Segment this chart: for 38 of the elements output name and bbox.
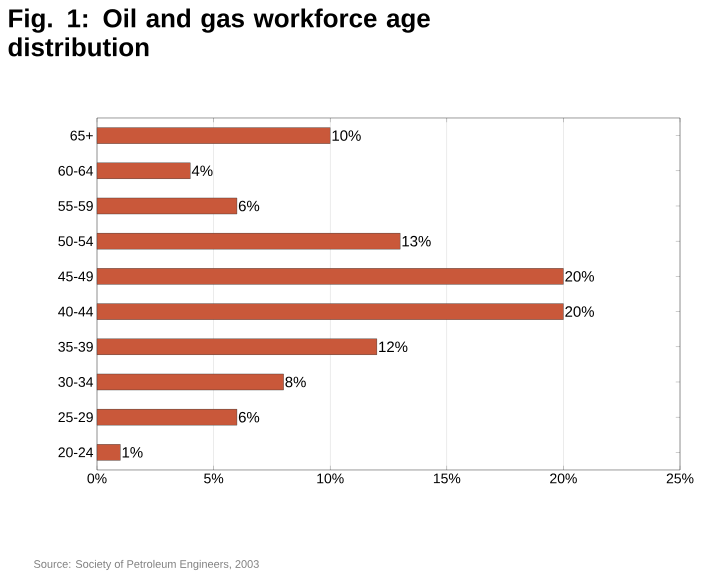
bar <box>96 338 378 355</box>
chart-title: Fig. 1: Oil and gas workforce age distribution <box>8 8 430 56</box>
x-tick-label: 20% <box>550 473 577 484</box>
x-tick-label: 25% <box>666 473 694 484</box>
y-tick-label: 25-29 <box>58 412 93 422</box>
y-tick-label: 35-39 <box>58 342 93 352</box>
source-note: Source: Society of Petroleum Engineers, 2003 <box>34 560 259 570</box>
data-label: 10% <box>332 130 361 141</box>
bar <box>96 374 284 390</box>
y-tick-label: 30-34 <box>58 377 94 387</box>
x-tick-label: 15% <box>434 473 460 484</box>
bar <box>96 268 564 285</box>
bar <box>96 303 564 320</box>
bar <box>96 127 330 144</box>
y-tick-label: 65+ <box>70 130 93 141</box>
data-label: 12% <box>379 342 408 352</box>
bar <box>96 408 238 426</box>
x-tick-label: 5% <box>204 473 224 484</box>
bar <box>96 444 121 461</box>
bar <box>96 232 400 250</box>
data-label: 1% <box>122 447 143 458</box>
y-tick-label: 40-44 <box>58 306 94 317</box>
data-label: 8% <box>285 376 306 388</box>
data-label: 6% <box>238 200 260 212</box>
y-tick-label: 50-54 <box>58 236 94 246</box>
x-tick-label: 0% <box>87 473 107 484</box>
y-tick-label: 55-59 <box>58 201 93 211</box>
data-label: 13% <box>402 236 431 246</box>
data-label: 20% <box>565 271 594 282</box>
data-label: 20% <box>565 306 594 317</box>
y-tick-label: 20-24 <box>58 447 94 458</box>
x-tick-label: 10% <box>317 473 344 484</box>
y-tick-label: 45-49 <box>58 271 93 282</box>
bar <box>96 162 190 179</box>
bar <box>96 198 238 214</box>
data-label: 6% <box>238 412 260 422</box>
y-tick-label: 60-64 <box>58 166 94 176</box>
data-label: 4% <box>192 166 213 176</box>
